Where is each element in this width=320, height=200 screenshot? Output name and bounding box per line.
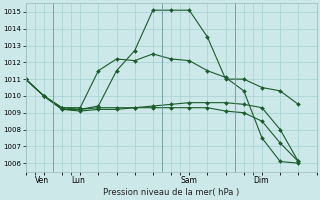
X-axis label: Pression niveau de la mer( hPa ): Pression niveau de la mer( hPa )	[103, 188, 239, 197]
